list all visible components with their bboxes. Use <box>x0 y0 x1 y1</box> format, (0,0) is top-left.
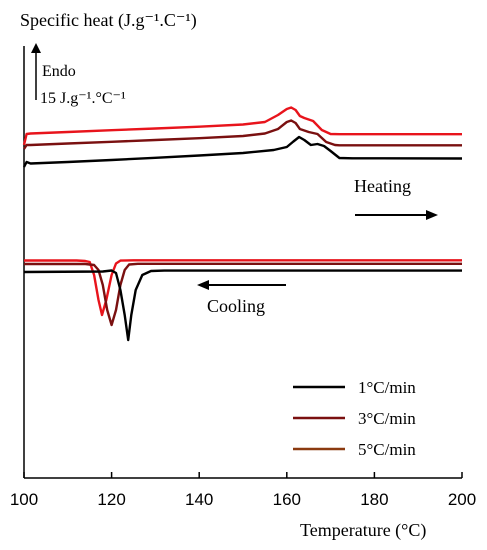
x-ticks: 100 120 140 160 180 200 <box>10 472 476 509</box>
cooling-curve-5c-per-min <box>24 259 462 317</box>
heating-curve-1c-per-min <box>22 135 463 168</box>
cooling-label: Cooling <box>207 296 265 316</box>
x-tick-label: 200 <box>448 490 476 509</box>
x-tick-label: 140 <box>185 490 213 509</box>
legend-label-5: 5°C/min <box>358 440 416 459</box>
legend-label-1: 1°C/min <box>358 378 416 397</box>
heating-curve-3c-per-min <box>22 119 462 150</box>
cooling-arrowhead <box>197 280 209 290</box>
x-tick-label: 100 <box>10 490 38 509</box>
heating-arrowhead <box>426 210 438 220</box>
x-tick-label: 160 <box>273 490 301 509</box>
heating-label: Heating <box>354 176 411 196</box>
legend: 1°C/min 3°C/min 5°C/min <box>293 378 416 459</box>
scale-label-value: 15 J.g⁻¹.°C⁻¹ <box>40 90 126 107</box>
curves-group <box>22 106 463 342</box>
y-axis-label: Specific heat (J.g⁻¹.C⁻¹) <box>20 10 197 31</box>
legend-label-3: 3°C/min <box>358 409 416 428</box>
cooling-curve-3c-per-min <box>24 262 462 327</box>
scale-label-endo: Endo <box>42 63 76 80</box>
heating-curve-5c-per-min <box>22 106 462 146</box>
scale-bar-arrowhead <box>31 43 41 53</box>
x-tick-label: 120 <box>97 490 125 509</box>
cooling-curve-1c-per-min <box>23 269 462 342</box>
x-axis-label: Temperature (°C) <box>300 520 426 541</box>
x-tick-label: 180 <box>360 490 388 509</box>
